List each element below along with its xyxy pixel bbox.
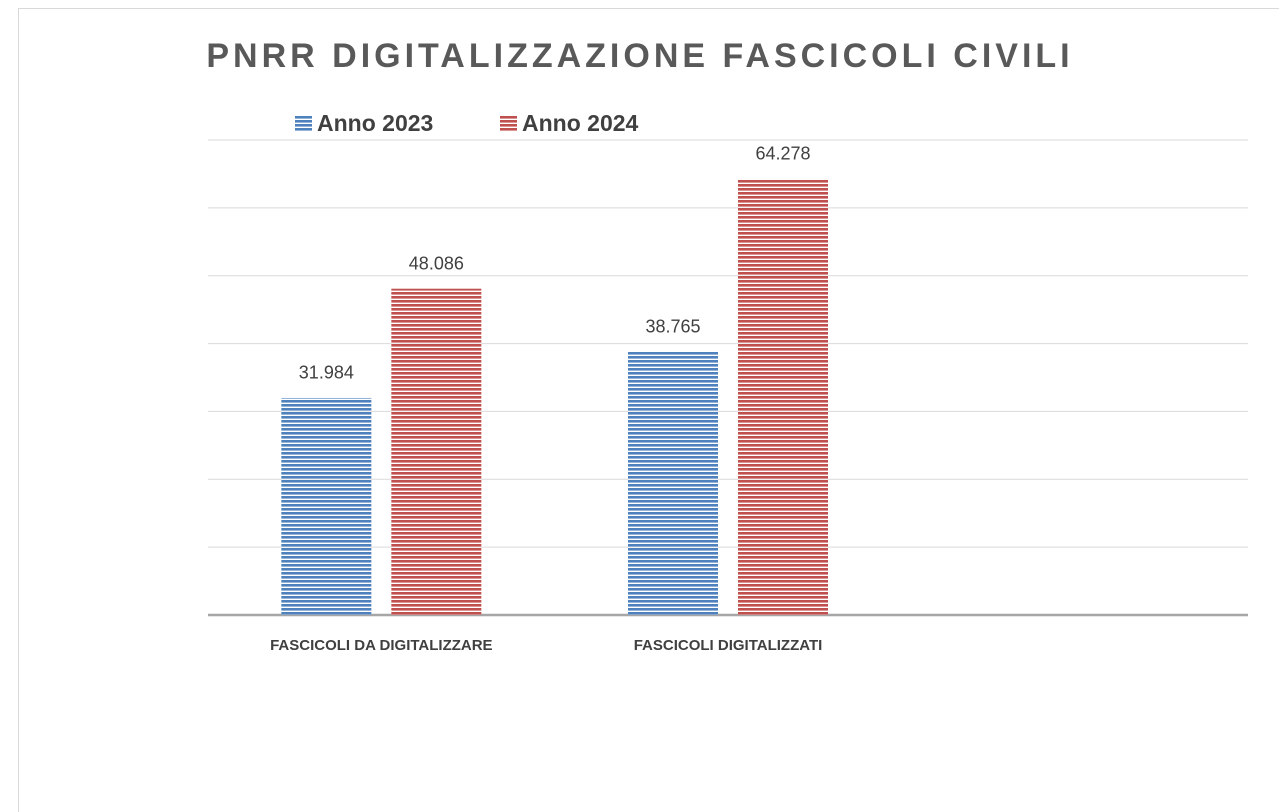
bar	[281, 397, 372, 615]
bar	[391, 288, 482, 615]
data-label: 38.765	[645, 317, 700, 337]
chart-title: PNRR DIGITALIZZAZIONE FASCICOLI CIVILI	[206, 37, 1073, 75]
legend-label: Anno 2024	[522, 110, 639, 136]
data-label: 31.984	[299, 363, 354, 383]
legend-label: Anno 2023	[317, 110, 433, 136]
bar	[738, 178, 828, 615]
data-label: 64.278	[755, 144, 810, 164]
legend-swatch	[500, 115, 517, 132]
data-label: 48.086	[409, 253, 464, 273]
bar	[628, 351, 718, 615]
x-tick-label: FASCICOLI DIGITALIZZATI	[634, 637, 823, 654]
x-tick-label: FASCICOLI DA DIGITALIZZARE	[270, 637, 493, 654]
legend-swatch	[295, 115, 312, 132]
